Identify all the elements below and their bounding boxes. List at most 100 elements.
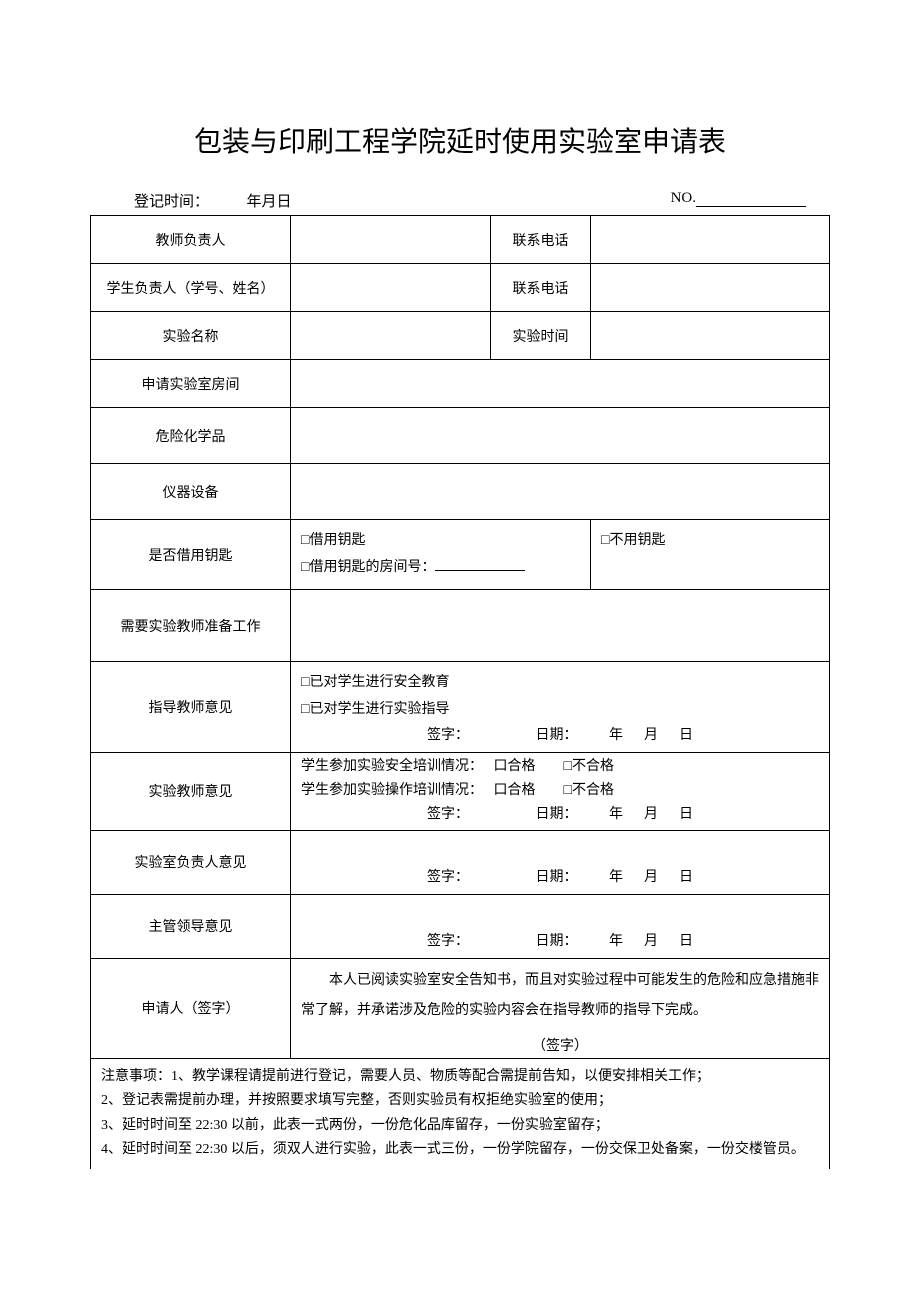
applicant-content: 本人已阅读实验室安全告知书，而且对实验过程中可能发生的危险和应急措施非常了解，并…	[291, 958, 830, 1058]
month-label: 月	[644, 934, 658, 949]
key-no-cell: □不用钥匙	[591, 520, 830, 590]
contact2-label: 联系电话	[491, 264, 591, 312]
lab-op-label: 学生参加实验操作培训情况：	[301, 783, 483, 798]
reg-time-suffix: 年月日	[247, 194, 292, 210]
contact-field[interactable]	[591, 216, 830, 264]
no-field[interactable]	[696, 206, 806, 207]
note-4: 4、延时时间至 22:30 以后，须双人进行实验，此表一式三份，一份学院留存，一…	[101, 1142, 805, 1157]
room-field[interactable]	[291, 360, 830, 408]
prep-field[interactable]	[291, 590, 830, 662]
table-row: 教师负责人 联系电话	[91, 216, 830, 264]
day-label: 日	[679, 728, 693, 743]
key-borrow-checkbox[interactable]: □借用钥匙	[301, 528, 580, 555]
supervisor-content: 签字： 日期： 年 月 日	[291, 894, 830, 958]
key-room-checkbox[interactable]: □借用钥匙的房间号：	[301, 560, 435, 575]
key-room-field[interactable]	[435, 570, 525, 571]
lab-teacher-sig-line: 签字： 日期： 年 月 日	[301, 803, 819, 827]
notes-prefix: 注意事项：	[101, 1069, 171, 1084]
student-label: 学生负责人（学号、姓名）	[91, 264, 291, 312]
form-title: 包装与印刷工程学院延时使用实验室申请表	[90, 120, 830, 160]
year-label: 年	[609, 934, 623, 949]
instructor-content: □已对学生进行安全教育 □已对学生进行实验指导 签字： 日期： 年 月 日	[291, 662, 830, 753]
lab-op-row: 学生参加实验操作培训情况： 口合格 □不合格	[301, 779, 819, 803]
safety-pass-checkbox[interactable]: 口合格	[494, 759, 536, 774]
form-number: NO.	[671, 190, 826, 211]
op-pass-checkbox[interactable]: 口合格	[494, 783, 536, 798]
instructor-sig-line: 签字： 日期： 年 月 日	[301, 723, 819, 750]
note-1: 1、教学课程请提前进行登记，需要人员、物质等配合需提前告知，以便安排相关工作；	[171, 1069, 710, 1084]
table-row: 是否借用钥匙 □借用钥匙 □借用钥匙的房间号： □不用钥匙	[91, 520, 830, 590]
sign-label: 签字：	[427, 728, 469, 743]
table-row: 主管领导意见 签字： 日期： 年 月 日	[91, 894, 830, 958]
table-row: 申请人（签字） 本人已阅读实验室安全告知书，而且对实验过程中可能发生的危险和应急…	[91, 958, 830, 1058]
op-fail-checkbox[interactable]: □不合格	[564, 783, 614, 798]
key-room-row: □借用钥匙的房间号：	[301, 555, 580, 582]
lab-safety-label: 学生参加实验安全培训情况：	[301, 759, 483, 774]
header-row: 登记时间： 年月日 NO.	[90, 190, 830, 211]
prep-label: 需要实验教师准备工作	[91, 590, 291, 662]
sign-label: 签字：	[427, 807, 469, 822]
contact-label: 联系电话	[491, 216, 591, 264]
no-label: NO.	[671, 190, 696, 206]
key-label: 是否借用钥匙	[91, 520, 291, 590]
room-label: 申请实验室房间	[91, 360, 291, 408]
teacher-label: 教师负责人	[91, 216, 291, 264]
applicant-label: 申请人（签字）	[91, 958, 291, 1058]
month-label: 月	[644, 807, 658, 822]
year-label: 年	[609, 807, 623, 822]
student-field[interactable]	[291, 264, 491, 312]
key-no-checkbox[interactable]: □不用钥匙	[601, 533, 665, 548]
exp-name-label: 实验名称	[91, 312, 291, 360]
notes-block: 注意事项：1、教学课程请提前进行登记，需要人员、物质等配合需提前告知，以便安排相…	[97, 1063, 823, 1165]
registration-time: 登记时间： 年月日	[94, 190, 292, 211]
table-row: 危险化学品	[91, 408, 830, 464]
lab-head-content: 签字： 日期： 年 月 日	[291, 830, 830, 894]
lab-head-sig-line: 签字： 日期： 年 月 日	[301, 865, 819, 892]
table-row: 注意事项：1、教学课程请提前进行登记，需要人员、物质等配合需提前告知，以便安排相…	[91, 1058, 830, 1169]
note-2: 2、登记表需提前办理，并按照要求填写完整，否则实验员有权拒绝实验室的使用；	[101, 1093, 612, 1108]
date-label: 日期：	[536, 807, 578, 822]
day-label: 日	[679, 807, 693, 822]
table-row: 学生负责人（学号、姓名） 联系电话	[91, 264, 830, 312]
day-label: 日	[679, 870, 693, 885]
instructor-safety-checkbox[interactable]: □已对学生进行安全教育	[301, 670, 819, 697]
applicant-declaration: 本人已阅读实验室安全告知书，而且对实验过程中可能发生的危险和应急措施非常了解，并…	[291, 960, 829, 1034]
lab-safety-row: 学生参加实验安全培训情况： 口合格 □不合格	[301, 755, 819, 779]
lab-teacher-label: 实验教师意见	[91, 752, 291, 830]
date-label: 日期：	[536, 870, 578, 885]
safety-fail-checkbox[interactable]: □不合格	[564, 759, 614, 774]
lab-teacher-content: 学生参加实验安全培训情况： 口合格 □不合格 学生参加实验操作培训情况： 口合格…	[291, 752, 830, 830]
contact2-field[interactable]	[591, 264, 830, 312]
table-row: 实验教师意见 学生参加实验安全培训情况： 口合格 □不合格 学生参加实验操作培训…	[91, 752, 830, 830]
instructor-guide-checkbox[interactable]: □已对学生进行实验指导	[301, 697, 819, 724]
table-row: 实验名称 实验时间	[91, 312, 830, 360]
exp-time-label: 实验时间	[491, 312, 591, 360]
date-label: 日期：	[536, 934, 578, 949]
lab-head-label: 实验室负责人意见	[91, 830, 291, 894]
sign-label: 签字：	[427, 934, 469, 949]
hazmat-label: 危险化学品	[91, 408, 291, 464]
equipment-field[interactable]	[291, 464, 830, 520]
year-label: 年	[609, 870, 623, 885]
table-row: 需要实验教师准备工作	[91, 590, 830, 662]
table-row: 仪器设备	[91, 464, 830, 520]
key-options: □借用钥匙 □借用钥匙的房间号：	[291, 520, 591, 590]
supervisor-label: 主管领导意见	[91, 894, 291, 958]
month-label: 月	[644, 870, 658, 885]
note-3: 3、延时时间至 22:30 以前，此表一式两份，一份危化品库留存，一份实验室留存…	[101, 1118, 609, 1133]
instructor-label: 指导教师意见	[91, 662, 291, 753]
applicant-sig: （签字）	[291, 1033, 829, 1057]
sign-label: 签字：	[427, 870, 469, 885]
application-form-table: 教师负责人 联系电话 学生负责人（学号、姓名） 联系电话 实验名称 实验时间 申…	[90, 215, 830, 1169]
year-label: 年	[609, 728, 623, 743]
exp-time-field[interactable]	[591, 312, 830, 360]
exp-name-field[interactable]	[291, 312, 491, 360]
table-row: 申请实验室房间	[91, 360, 830, 408]
date-label: 日期：	[536, 728, 578, 743]
supervisor-sig-line: 签字： 日期： 年 月 日	[301, 929, 819, 956]
hazmat-field[interactable]	[291, 408, 830, 464]
day-label: 日	[679, 934, 693, 949]
teacher-field[interactable]	[291, 216, 491, 264]
equipment-label: 仪器设备	[91, 464, 291, 520]
reg-time-label: 登记时间：	[134, 194, 209, 210]
